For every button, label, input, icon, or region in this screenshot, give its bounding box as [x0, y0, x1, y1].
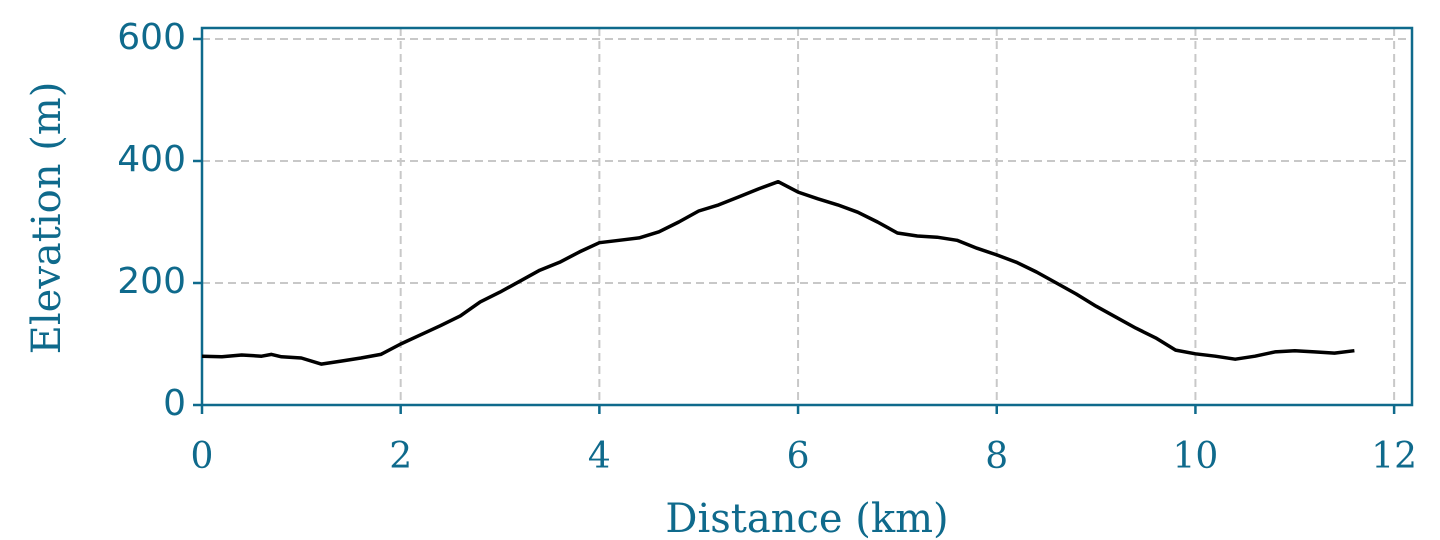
- y-tick-label: 600: [117, 17, 186, 58]
- x-tick-label: 2: [389, 436, 412, 477]
- x-tick-label: 6: [787, 436, 810, 477]
- y-tick-label: 200: [117, 261, 186, 302]
- x-axis-label: Distance (km): [665, 496, 948, 540]
- x-tick-label: 4: [588, 436, 611, 477]
- elevation-line: [201, 179, 1355, 366]
- x-tick-label: 10: [1173, 436, 1219, 477]
- y-tick-label: 400: [117, 139, 186, 180]
- y-axis-label: Elevation (m): [24, 82, 70, 355]
- plot-frame: [200, 26, 1414, 407]
- x-tick-label: 12: [1371, 436, 1417, 477]
- x-tick-label: 8: [985, 436, 1008, 477]
- x-tick-label: 0: [191, 436, 214, 477]
- y-tick-label: 0: [163, 383, 186, 424]
